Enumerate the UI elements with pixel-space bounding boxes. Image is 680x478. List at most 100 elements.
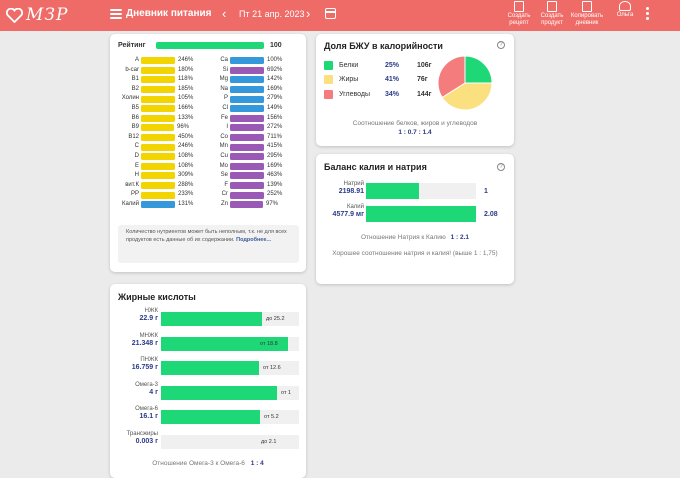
more-link[interactable]: Подробнее... [236, 236, 271, 243]
fatty-acid-bar [161, 312, 262, 326]
copy-diary-label-1: Копировать [570, 13, 604, 19]
user-menu-button[interactable]: Ольга [608, 1, 642, 19]
nutrient-name: Co [220, 133, 228, 140]
nutrient-bar [141, 95, 175, 103]
nutrient-name: B5 [131, 104, 139, 111]
nutrient-pct: 692% [267, 66, 283, 73]
nutrient-bar [230, 124, 264, 132]
nutrient-pct: 156% [267, 114, 283, 121]
help-icon[interactable]: ? [497, 41, 505, 49]
fatty-acid-limit: от 1 [281, 389, 292, 396]
fatty-acid-value: 22.9 г [139, 315, 158, 322]
create-product-label-1: Создать [540, 13, 564, 19]
kna-ratio-value: 1 : 2.1 [450, 234, 470, 241]
kna-ratio-number: 1 [484, 188, 488, 195]
nutrient-bar [141, 86, 175, 94]
legend-pct: 25% [385, 61, 400, 69]
nutrient-pct: 166% [178, 104, 194, 111]
nutrient-row: Si 692% [206, 66, 282, 76]
nutrient-row: H 309% [110, 171, 193, 181]
nutrient-pct: 415% [267, 143, 283, 150]
nutrient-row: Mg 142% [206, 75, 282, 85]
rating-value: 100 [270, 42, 282, 49]
create-recipe-button[interactable]: Создать рецепт [502, 1, 536, 27]
nutrient-bar [230, 95, 264, 103]
fatty-acid-value: 0.003 г [135, 437, 158, 445]
nutrient-pct: 246% [178, 143, 194, 150]
nutrient-pct: 149% [267, 104, 283, 111]
nutrient-row: B12 450% [110, 133, 193, 143]
nutrient-name: C [134, 143, 139, 150]
fatty-acid-bar [161, 361, 259, 375]
nutrient-bar [141, 105, 175, 113]
fatty-acids-title: Жирные кислоты [118, 292, 196, 302]
nutrient-name: Cl [222, 104, 228, 111]
nutrient-note: Количество нутриентов может быть неполны… [118, 225, 299, 263]
nutrient-bar [230, 86, 264, 94]
nutrient-bar [230, 114, 264, 122]
nutrient-pct: 272% [267, 124, 283, 131]
kna-name: Калий [346, 204, 364, 210]
nutrient-pct: 100% [267, 57, 283, 63]
minerals-list: Ca 100% Si 692% Mg 142% Na 169% P 279% Cl 149% Fe 156… [206, 56, 282, 210]
nutrient-row: D 108% [110, 152, 193, 162]
nutrient-bar [141, 134, 175, 142]
chevron-left-icon[interactable]: ‹ [222, 6, 227, 21]
nutrient-name: Si [222, 66, 228, 73]
legend-swatch [324, 75, 333, 84]
nutrient-bar [230, 201, 263, 209]
fatty-acid-limit: до 2.1 [261, 438, 277, 445]
fatty-acid-row: Омега-6 16.1 г от 5.2 [118, 406, 299, 428]
fatty-acid-bar [161, 385, 277, 400]
nutrient-pct: 108% [178, 162, 194, 169]
nutrient-name: PP [130, 191, 139, 198]
nutrient-name: E [134, 162, 139, 169]
note-text: Количество нутриентов может быть неполны… [126, 229, 287, 243]
fatty-acid-row: Трансжиры 0.003 г до 2.1 [118, 431, 299, 453]
nutrient-bar [230, 66, 264, 74]
nutrient-name: H [134, 172, 139, 179]
nutrient-bar [230, 143, 264, 151]
rating-row: Рейтинг 100 [118, 42, 308, 49]
nutrient-row: P 279% [206, 94, 282, 104]
nutrient-pct: 96% [177, 124, 190, 131]
nutrient-row: Mo 169% [206, 162, 282, 172]
hamburger-icon[interactable] [110, 9, 122, 19]
nutrient-row: B6 133% [110, 114, 193, 124]
copy-icon [582, 1, 592, 12]
bju-ratio-text: Соотношение белков, жиров и углеводов [352, 120, 478, 127]
current-date[interactable]: Пт 21 апр. 2023 [239, 9, 305, 19]
nutrient-bar [141, 143, 175, 151]
logo[interactable]: МЗР [6, 5, 68, 25]
copy-diary-button[interactable]: Копировать дневник [570, 1, 604, 27]
kna-name: Натрий [343, 181, 364, 187]
nutrient-pct: 118% [178, 76, 193, 83]
fatty-acid-name: ПНЖК [140, 357, 158, 363]
kna-value: 2198.91 [338, 188, 364, 195]
nutrient-row: Холин 105% [110, 94, 193, 104]
pie-slice [437, 55, 466, 99]
create-product-button[interactable]: Создать продукт [535, 1, 569, 27]
chevron-right-icon[interactable]: › [306, 6, 311, 21]
calendar-icon[interactable] [325, 8, 336, 19]
nutrient-name: B12 [128, 133, 139, 140]
more-vertical-icon[interactable] [646, 7, 650, 22]
help-icon[interactable]: ? [497, 163, 505, 171]
nutrient-pct: 246% [178, 57, 194, 63]
nutrient-bar [141, 66, 175, 74]
nutrient-row: B9 96% [110, 123, 193, 133]
kna-bar [366, 183, 419, 199]
nutrient-bar [141, 76, 175, 84]
fatty-acids-card: Жирные кислоты НЖК 22.9 г до 25.2 МНЖК 21.34… [110, 284, 306, 478]
create-product-label-2: продукт [541, 20, 563, 26]
nutrient-bar [230, 105, 264, 113]
nutrient-name: Mn [219, 143, 228, 150]
nutrient-name: B1 [131, 76, 139, 83]
fatty-acid-row: Омега-3 4 г от 1 [118, 382, 299, 404]
legend-grams: 144г [417, 90, 432, 98]
nutrient-row: Mn 415% [206, 142, 282, 152]
nutrient-name: Cu [220, 152, 228, 159]
legend-name: Углеводы [339, 90, 371, 98]
nutrient-bar [230, 57, 264, 65]
nutrient-pct: 463% [267, 172, 283, 179]
